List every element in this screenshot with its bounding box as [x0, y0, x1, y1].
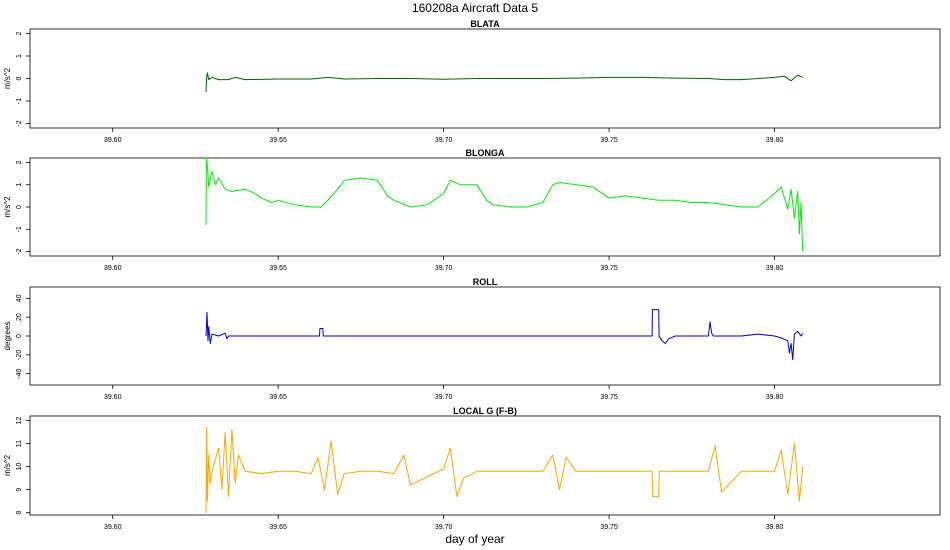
y-tick-label: 11 [16, 440, 23, 447]
y-axis-label: m/s^2 [3, 196, 12, 218]
y-tick-label: -20 [16, 350, 23, 360]
y-tick-label: 0 [16, 334, 23, 338]
figure-title: 160208a Aircraft Data 5 [412, 1, 538, 15]
y-tick-label: 0 [16, 205, 23, 209]
x-tick-label: 39.75 [600, 265, 618, 272]
y-tick-label: -2 [16, 120, 23, 126]
x-tick-label: 39.65 [269, 524, 287, 531]
y-tick-label: -1 [16, 226, 23, 232]
x-tick-label: 39.80 [766, 394, 784, 401]
y-tick-label: -2 [16, 248, 23, 254]
y-tick-label: 20 [16, 313, 23, 321]
y-tick-label: 8 [16, 511, 23, 515]
y-tick-label: 1 [16, 54, 23, 58]
x-tick-label: 39.80 [766, 137, 784, 144]
x-tick-label: 39.60 [104, 524, 122, 531]
panel-title: BLONGA [466, 148, 505, 158]
series-line [205, 72, 803, 93]
series-line [205, 427, 804, 513]
x-tick-label: 39.80 [766, 265, 784, 272]
y-tick-label: 1 [16, 183, 23, 187]
panel-blata: BLATA 39.60 39.65 39.70 39.75 39.80 -2 -1 0 1 2 m/s… [3, 19, 941, 144]
panel-blonga: BLONGA 39.60 39.65 39.70 39.75 39.80 -2 -1 0 1 2 m/… [3, 148, 941, 272]
x-tick-label: 39.70 [435, 137, 453, 144]
y-tick-label: -40 [16, 369, 23, 379]
y-axis-label: m/s^2 [3, 454, 12, 476]
series-line [205, 309, 804, 361]
x-tick-label: 39.70 [435, 265, 453, 272]
series-line [205, 157, 804, 252]
panel-title: LOCAL G (F-B) [453, 406, 517, 416]
x-tick-label: 39.65 [269, 137, 287, 144]
panel-title: ROLL [473, 277, 498, 287]
x-tick-label: 39.70 [435, 394, 453, 401]
y-axis-label: degrees [3, 322, 12, 351]
y-tick-label: 10 [16, 463, 23, 471]
plot-frame [29, 157, 941, 257]
y-tick-label: 12 [16, 417, 23, 425]
panel-title: BLATA [470, 19, 500, 29]
y-axis-label: m/s^2 [3, 67, 12, 89]
panel-roll: ROLL 39.60 39.65 39.70 39.75 39.80 -40 -20 0 20 40… [3, 277, 941, 401]
x-tick-label: 39.75 [600, 524, 618, 531]
y-tick-label: 40 [16, 294, 23, 302]
x-tick-label: 39.65 [269, 394, 287, 401]
x-tick-label: 39.60 [104, 394, 122, 401]
y-tick-label: 2 [16, 31, 23, 35]
y-tick-label: 0 [16, 76, 23, 80]
y-tick-label: 9 [16, 488, 23, 492]
y-tick-label: 2 [16, 160, 23, 164]
x-tick-label: 39.70 [435, 524, 453, 531]
x-tick-label: 39.60 [104, 265, 122, 272]
y-tick-label: -1 [16, 98, 23, 104]
panel-local-g-f-b: LOCAL G (F-B) 39.60 39.65 39.70 39.75 39.80 8 9… [3, 406, 941, 531]
x-tick-label: 39.80 [766, 524, 784, 531]
x-tick-label: 39.65 [269, 265, 287, 272]
x-axis-label: day of year [445, 532, 504, 546]
x-tick-label: 39.60 [104, 137, 122, 144]
x-tick-label: 39.75 [600, 137, 618, 144]
plot-frame [29, 415, 941, 516]
x-tick-label: 39.75 [600, 394, 618, 401]
